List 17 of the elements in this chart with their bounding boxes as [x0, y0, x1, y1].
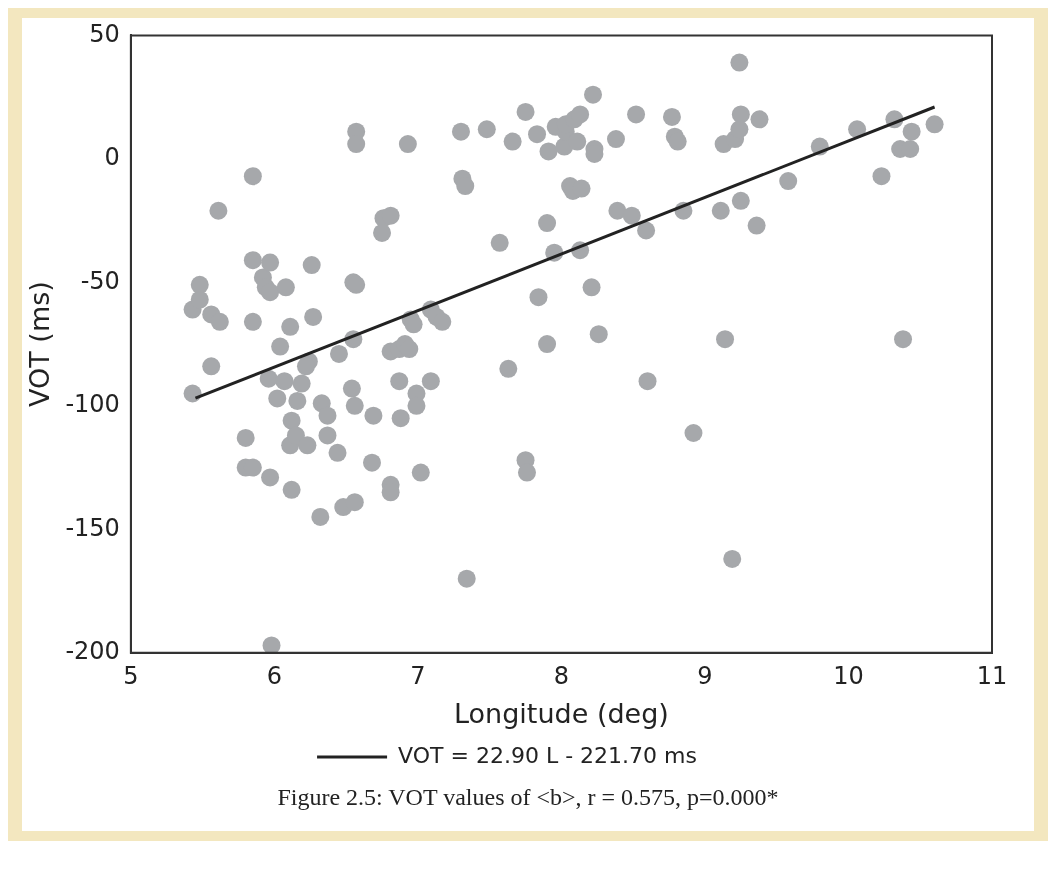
y-tick-label: 0: [104, 143, 120, 172]
x-tick-label: 6: [266, 662, 283, 691]
y-tick-label: -100: [65, 390, 120, 419]
y-tick-label: -150: [65, 513, 120, 542]
y-tick-label: -200: [65, 637, 120, 666]
y-tick-label: 50: [89, 19, 120, 48]
x-tick-label: 11: [976, 662, 1008, 691]
x-tick-label: 5: [123, 662, 139, 691]
caption: Figure 2.5: VOT values of <b>, r = 0.575, p=0.000*: [276, 784, 780, 811]
y-axis-title: VOT (ms): [24, 281, 56, 407]
legend-label: VOT = 22.90 L - 221.70 ms: [398, 742, 697, 768]
x-tick-label: 7: [410, 662, 426, 691]
x-tick-label: 10: [833, 662, 864, 691]
x-tick-label: 9: [697, 662, 713, 691]
x-axis-title: Longitude (deg): [454, 697, 669, 729]
y-tick-label: -50: [80, 266, 120, 295]
x-tick-label: 8: [553, 662, 570, 691]
